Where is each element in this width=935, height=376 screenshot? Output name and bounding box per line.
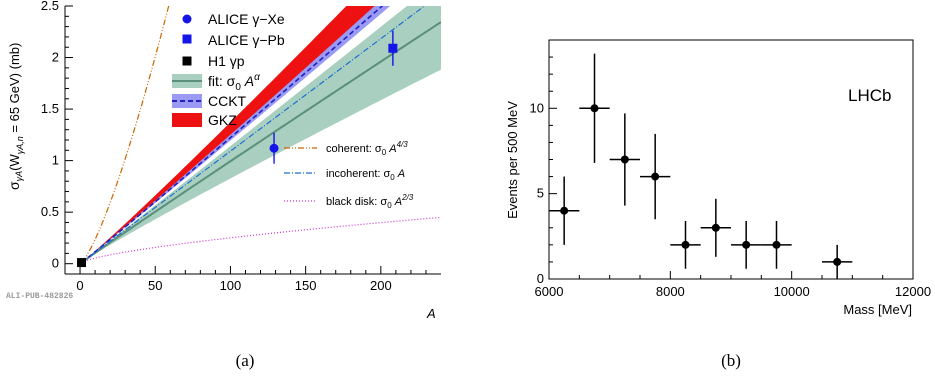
legend: ALICE γ−Xe ALICE γ−Pb H1 γp fit: σ0 Aα C… — [172, 11, 285, 128]
y-tick-label: 1.5 — [41, 101, 59, 116]
y-tick-label-b: 0 — [537, 271, 544, 286]
legend-marker-alice-xe — [182, 14, 192, 24]
y-tick-label-b: 5 — [537, 186, 544, 201]
panel-a: 0 50 100 150 200 0 0.5 1 1.5 2 2.5 ALICE γ−Xe ALIC… — [6, 0, 441, 370]
annotation-coherent: coherent: σ0 A4/3 — [326, 140, 408, 157]
legend-marker-alice-pb — [182, 34, 192, 44]
data-point-h1 — [77, 258, 87, 268]
fit-band — [81, 6, 441, 263]
data-point — [711, 223, 720, 232]
legend-ckkt: CCKT — [208, 93, 247, 109]
data-point — [651, 172, 660, 181]
legend-h1: H1 γp — [208, 53, 245, 69]
curve-annotations: coherent: σ0 A4/3 incoherent: σ0 A black… — [284, 140, 414, 210]
legend-fit: fit: σ0 Aα — [208, 72, 260, 93]
data-point — [560, 206, 569, 215]
x-tick-label-b: 12000 — [895, 284, 931, 299]
theory-curves — [80, 6, 441, 264]
y-tick-label: 1 — [52, 153, 59, 168]
legend-alice-xe: ALICE γ−Xe — [208, 11, 285, 27]
x-tick-label: 200 — [370, 278, 392, 293]
annotation-black-disk: black disk: σ0 A2/3 — [326, 193, 414, 210]
data-point-alice-xe — [269, 143, 279, 153]
data-points — [77, 30, 398, 268]
y-tick-label-b: 10 — [530, 100, 544, 115]
x-tick-label-b: 8000 — [656, 284, 685, 299]
x-tick-label-b: 6000 — [535, 284, 564, 299]
data-point-alice-pb — [388, 43, 398, 53]
fit-line — [80, 21, 441, 264]
data-points-b — [549, 53, 853, 279]
ckkt-line — [81, 6, 384, 264]
data-point — [772, 240, 781, 249]
coherent-curve — [81, 6, 170, 263]
y-axis-title: σγA(WγA,n = 65 GeV) (mb) — [6, 43, 25, 190]
data-point — [681, 240, 690, 249]
data-point — [742, 240, 751, 249]
watermark: ALI-PUB-482826 — [6, 292, 73, 301]
data-point — [620, 155, 629, 164]
legend-gkz: GKZ — [208, 112, 237, 128]
x-tick-label-b: 10000 — [774, 284, 810, 299]
legend-marker-h1 — [182, 56, 192, 66]
x-tick-label: 100 — [220, 278, 242, 293]
y-tick-label: 2.5 — [41, 0, 59, 13]
x-axis-title-b: Mass [MeV] — [843, 302, 912, 317]
x-tick-label: 0 — [76, 278, 83, 293]
x-tick-label: 50 — [148, 278, 162, 293]
data-point — [590, 104, 599, 113]
axis-ticks-b: 6000 8000 10000 12000 0 5 10 — [530, 56, 931, 299]
y-axis-title-b: Events per 500 MeV — [505, 101, 520, 219]
experiment-label: LHCb — [848, 86, 891, 105]
y-tick-label: 0.5 — [41, 204, 59, 219]
caption-b: (b) — [721, 351, 741, 370]
legend-swatch-ckkt-band — [172, 94, 202, 108]
x-axis-title: A — [426, 306, 436, 321]
data-point — [833, 257, 842, 266]
panel-b: 6000 8000 10000 12000 0 5 10 LHCb Events per 5… — [505, 39, 931, 370]
legend-swatch-gkz — [172, 113, 202, 127]
plot-frame-b — [548, 39, 914, 280]
caption-a: (a) — [236, 351, 255, 370]
y-tick-label: 2 — [52, 50, 59, 65]
y-tick-label: 0 — [52, 256, 59, 271]
x-tick-label: 150 — [295, 278, 317, 293]
incoherent-curve — [81, 6, 426, 264]
axis-ticks: 0 50 100 150 200 0 0.5 1 1.5 2 2.5 — [41, 0, 427, 293]
legend-alice-pb: ALICE γ−Pb — [208, 32, 285, 48]
annotation-incoherent: incoherent: σ0 A — [326, 168, 405, 182]
